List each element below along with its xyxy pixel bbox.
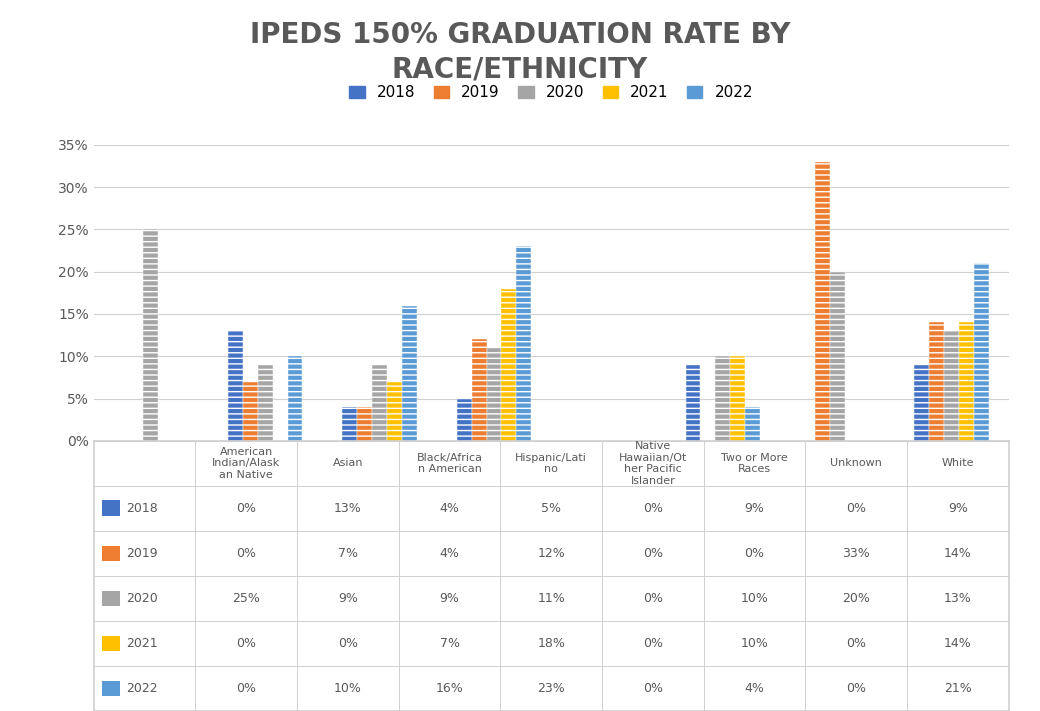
- Text: 13%: 13%: [334, 502, 362, 515]
- Text: 9%: 9%: [440, 592, 460, 605]
- Text: 0%: 0%: [236, 682, 256, 695]
- Bar: [472, 339, 487, 441]
- Text: 11%: 11%: [538, 592, 565, 605]
- Text: 2022: 2022: [126, 682, 158, 695]
- Text: 0%: 0%: [847, 682, 866, 695]
- Text: 4%: 4%: [440, 547, 460, 560]
- Bar: [102, 680, 120, 696]
- Text: 0%: 0%: [643, 592, 662, 605]
- Text: 9%: 9%: [948, 502, 968, 515]
- Text: 13%: 13%: [944, 592, 971, 605]
- Bar: [716, 356, 730, 441]
- Text: 33%: 33%: [842, 547, 870, 560]
- Bar: [401, 306, 417, 441]
- Bar: [243, 382, 258, 441]
- Text: 2021: 2021: [126, 637, 158, 650]
- Text: 10%: 10%: [334, 682, 362, 695]
- Text: 20%: 20%: [842, 592, 870, 605]
- Text: 0%: 0%: [847, 637, 866, 650]
- Bar: [501, 289, 516, 441]
- Text: IPEDS 150% GRADUATION RATE BY
RACE/ETHNICITY: IPEDS 150% GRADUATION RATE BY RACE/ETHNI…: [250, 21, 790, 84]
- Text: 7%: 7%: [338, 547, 358, 560]
- Text: 21%: 21%: [944, 682, 971, 695]
- Text: 0%: 0%: [236, 547, 256, 560]
- Text: Two or More
Races: Two or More Races: [721, 452, 788, 474]
- Text: 7%: 7%: [440, 637, 460, 650]
- Bar: [457, 399, 472, 441]
- Text: 0%: 0%: [643, 637, 662, 650]
- Text: 0%: 0%: [643, 502, 662, 515]
- Bar: [102, 636, 120, 651]
- Legend: 2018, 2019, 2020, 2021, 2022: 2018, 2019, 2020, 2021, 2022: [343, 80, 759, 107]
- Bar: [815, 162, 830, 441]
- Text: 0%: 0%: [236, 637, 256, 650]
- Text: 14%: 14%: [944, 547, 971, 560]
- Bar: [973, 263, 989, 441]
- Text: Asian: Asian: [333, 459, 363, 469]
- Bar: [387, 382, 401, 441]
- Bar: [959, 323, 973, 441]
- Text: 9%: 9%: [745, 502, 764, 515]
- Text: 16%: 16%: [436, 682, 464, 695]
- Text: 4%: 4%: [745, 682, 764, 695]
- Bar: [358, 407, 372, 441]
- Text: 2019: 2019: [126, 547, 158, 560]
- Bar: [685, 365, 701, 441]
- Bar: [745, 407, 760, 441]
- Bar: [228, 331, 243, 441]
- Bar: [258, 365, 272, 441]
- Bar: [930, 323, 944, 441]
- Text: 23%: 23%: [538, 682, 565, 695]
- Bar: [516, 246, 531, 441]
- Text: 2020: 2020: [126, 592, 158, 605]
- Bar: [102, 545, 120, 561]
- Text: 0%: 0%: [338, 637, 358, 650]
- Text: Native
Hawaiian/Ot
her Pacific
Islander: Native Hawaiian/Ot her Pacific Islander: [619, 441, 687, 486]
- Text: 12%: 12%: [538, 547, 565, 560]
- Bar: [487, 348, 501, 441]
- Text: Hispanic/Lati
no: Hispanic/Lati no: [515, 452, 588, 474]
- Text: 0%: 0%: [643, 547, 662, 560]
- Bar: [287, 356, 303, 441]
- Text: 14%: 14%: [944, 637, 971, 650]
- Text: 25%: 25%: [232, 592, 260, 605]
- Text: 0%: 0%: [643, 682, 662, 695]
- Text: 0%: 0%: [236, 502, 256, 515]
- Bar: [102, 501, 120, 516]
- Text: 2018: 2018: [126, 502, 158, 515]
- Text: 10%: 10%: [740, 592, 769, 605]
- Text: 4%: 4%: [440, 502, 460, 515]
- Text: 18%: 18%: [538, 637, 565, 650]
- Bar: [342, 407, 358, 441]
- Text: Black/Africa
n American: Black/Africa n American: [416, 452, 483, 474]
- Bar: [944, 331, 959, 441]
- Bar: [830, 272, 844, 441]
- Bar: [372, 365, 387, 441]
- Text: White: White: [941, 459, 974, 469]
- Text: 10%: 10%: [740, 637, 769, 650]
- Bar: [144, 230, 158, 441]
- Text: 9%: 9%: [338, 592, 358, 605]
- Text: American
Indian/Alask
an Native: American Indian/Alask an Native: [212, 447, 280, 480]
- Bar: [914, 365, 930, 441]
- Text: 0%: 0%: [745, 547, 764, 560]
- Text: 5%: 5%: [541, 502, 562, 515]
- Bar: [730, 356, 745, 441]
- Text: 0%: 0%: [847, 502, 866, 515]
- Text: Unknown: Unknown: [830, 459, 882, 469]
- Bar: [102, 591, 120, 606]
